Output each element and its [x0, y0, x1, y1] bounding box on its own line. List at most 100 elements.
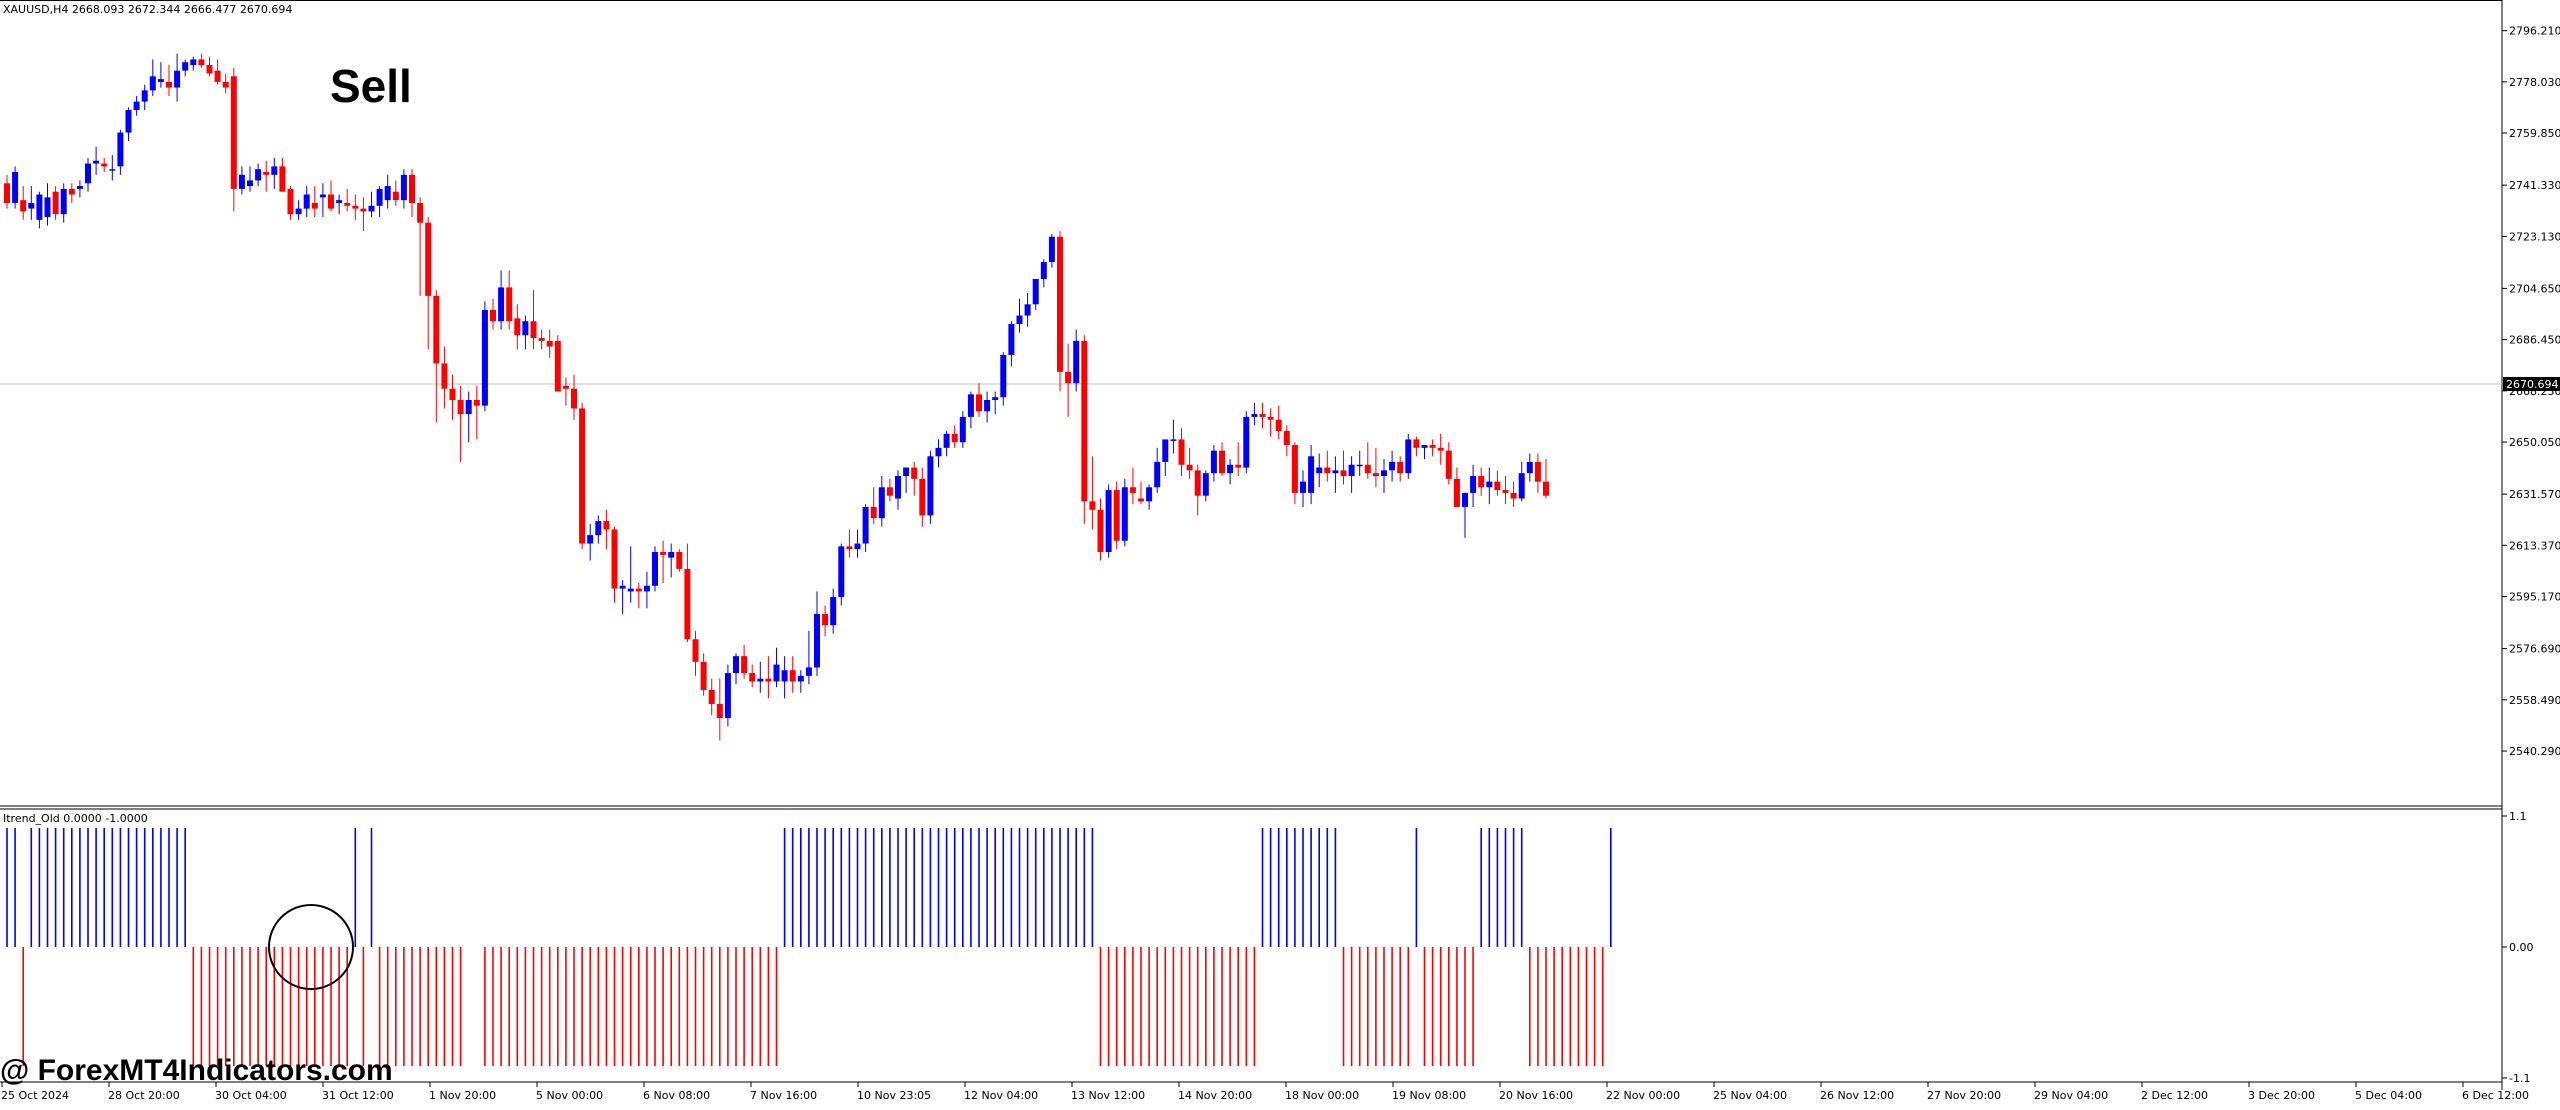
- candle-body: [838, 546, 845, 598]
- candle: [263, 160, 270, 192]
- candle: [328, 180, 334, 212]
- candle-body: [1534, 461, 1541, 482]
- candle: [1267, 408, 1274, 437]
- candle: [76, 180, 83, 198]
- candle: [1065, 343, 1072, 417]
- candle: [822, 605, 829, 637]
- candle: [733, 653, 739, 685]
- candle: [643, 571, 650, 609]
- candle-body: [870, 506, 877, 519]
- candle: [546, 329, 553, 358]
- candle-body: [1008, 324, 1015, 355]
- candle-body: [692, 639, 699, 662]
- candle-body: [376, 188, 383, 206]
- candle-body: [927, 456, 934, 516]
- candle: [101, 157, 108, 172]
- candle: [660, 540, 667, 583]
- candle: [1478, 467, 1485, 496]
- candle-body: [109, 169, 116, 171]
- candle: [1462, 492, 1468, 538]
- candle: [967, 391, 974, 429]
- candle-body: [1470, 476, 1477, 493]
- candle: [1324, 450, 1331, 482]
- candle-body: [571, 388, 577, 409]
- candle: [765, 656, 772, 699]
- price-tick-label: 2704.650: [2509, 282, 2560, 295]
- time-tick-label: 25 Oct 2024: [1, 1089, 69, 1102]
- candle-body: [749, 673, 756, 682]
- candle-body: [1340, 470, 1347, 476]
- candle: [652, 546, 658, 592]
- candle-body: [1024, 304, 1031, 316]
- candle: [319, 183, 326, 218]
- time-tick-label: 3 Dec 20:00: [2248, 1089, 2315, 1102]
- candle-body: [652, 552, 658, 586]
- candle-body: [1243, 416, 1250, 468]
- candle-body: [919, 478, 926, 516]
- candle: [141, 84, 148, 111]
- candle-body: [1227, 464, 1234, 474]
- candle-body: [400, 174, 407, 201]
- candle: [668, 543, 675, 578]
- candle: [303, 186, 310, 218]
- time-tick-label: 25 Nov 04:00: [1713, 1089, 1787, 1102]
- candle: [400, 169, 407, 209]
- candle-body: [392, 191, 399, 201]
- candle-body: [174, 70, 181, 88]
- price-axis: 2796.210 2778.030 2759.850 2741.330 2723.130…: [2502, 25, 2560, 758]
- candle-body: [741, 656, 748, 674]
- time-tick-label: 27 Nov 20:00: [1927, 1089, 2001, 1102]
- candle: [1138, 481, 1144, 505]
- candle-body: [538, 338, 545, 341]
- candle: [984, 391, 991, 423]
- candle-body: [619, 585, 626, 589]
- candle: [635, 582, 642, 609]
- candle: [498, 270, 505, 330]
- candle: [352, 194, 359, 220]
- candle: [174, 53, 181, 102]
- candle-body: [1178, 439, 1185, 465]
- candle-body: [967, 394, 974, 417]
- candle: [749, 664, 756, 688]
- candle-body: [830, 597, 837, 626]
- candle: [1178, 428, 1185, 476]
- candle-body: [263, 172, 270, 175]
- candle: [935, 439, 942, 468]
- price-tick-label: 2650.050: [2509, 436, 2560, 449]
- candle-body: [708, 689, 715, 704]
- candle-body: [530, 321, 537, 339]
- candle-body: [28, 202, 35, 209]
- candle: [676, 549, 683, 572]
- candle-body: [878, 487, 885, 519]
- candle: [1008, 321, 1015, 367]
- candle-body: [1510, 492, 1517, 499]
- candle: [344, 188, 351, 212]
- price-tick-label: 2613.370: [2509, 539, 2560, 552]
- price-tick-label: 2723.130: [2509, 230, 2560, 243]
- candle: [522, 315, 529, 350]
- candle-body: [1219, 450, 1225, 474]
- candle-body: [959, 416, 966, 443]
- candle: [12, 166, 19, 209]
- candle: [433, 290, 440, 423]
- candle: [117, 129, 124, 175]
- candle-body: [676, 552, 683, 569]
- candle-body: [117, 132, 124, 167]
- candle: [611, 526, 618, 603]
- candle: [1300, 470, 1306, 507]
- candle: [1486, 467, 1493, 505]
- candle-body: [1129, 487, 1136, 493]
- candle: [959, 411, 966, 448]
- candle: [1526, 453, 1533, 482]
- candle-body: [52, 191, 59, 215]
- candle-body: [222, 81, 229, 88]
- candle: [133, 96, 140, 116]
- candle-body: [481, 309, 488, 406]
- indicator-tick-label: -1.1: [2509, 1072, 2530, 1085]
- candle-body: [1146, 487, 1153, 502]
- candle: [1073, 329, 1080, 392]
- price-tick-label: 2796.210: [2509, 25, 2560, 38]
- candle: [1057, 231, 1063, 392]
